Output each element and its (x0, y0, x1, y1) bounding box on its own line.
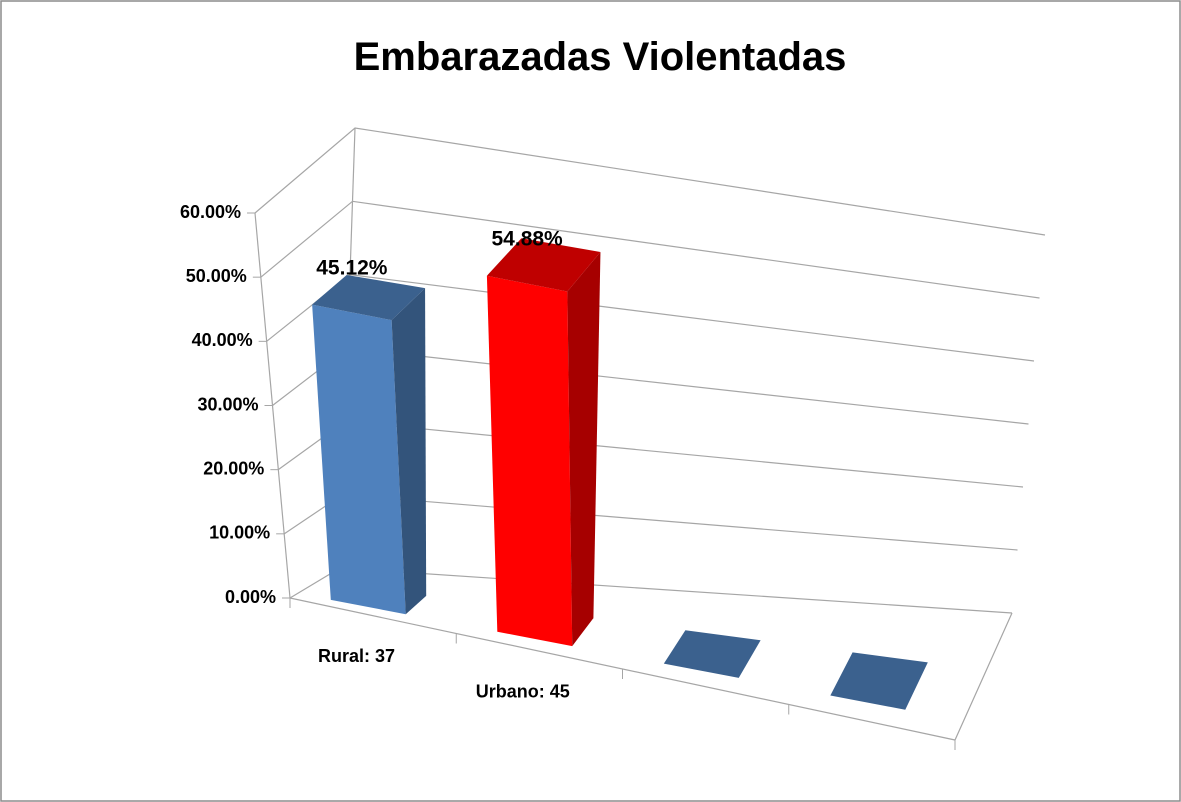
bar-top (312, 275, 426, 321)
y-tick-label: 50.00% (186, 266, 247, 286)
x-tick-label: Rural: 37 (318, 646, 395, 666)
y-tick-label: 10.00% (209, 523, 270, 543)
y-tick-label: 30.00% (197, 394, 258, 414)
bar-front (312, 304, 406, 615)
y-tick-label: 60.00% (180, 202, 241, 222)
bar (486, 238, 601, 647)
grid-line (266, 274, 1035, 362)
y-tick-label: 20.00% (203, 458, 264, 478)
value-label: 45.12% (316, 256, 388, 279)
bar-top (830, 652, 928, 710)
chart-title: Embarazadas Violentadas (354, 35, 847, 79)
x-tick-label: Urbano: 45 (476, 681, 570, 701)
bar-top (486, 238, 601, 292)
y-tick-label: 0.00% (225, 587, 276, 607)
bar (312, 275, 427, 615)
bar (830, 652, 928, 710)
grid-line (260, 200, 1040, 299)
bar-side (567, 251, 601, 647)
value-label: 54.88% (492, 228, 564, 251)
bar (663, 630, 761, 678)
bar-front (486, 275, 573, 647)
bar-side (391, 288, 427, 615)
grid-line (254, 127, 1046, 236)
bar-top (663, 630, 761, 678)
y-tick-label: 40.00% (192, 330, 253, 350)
